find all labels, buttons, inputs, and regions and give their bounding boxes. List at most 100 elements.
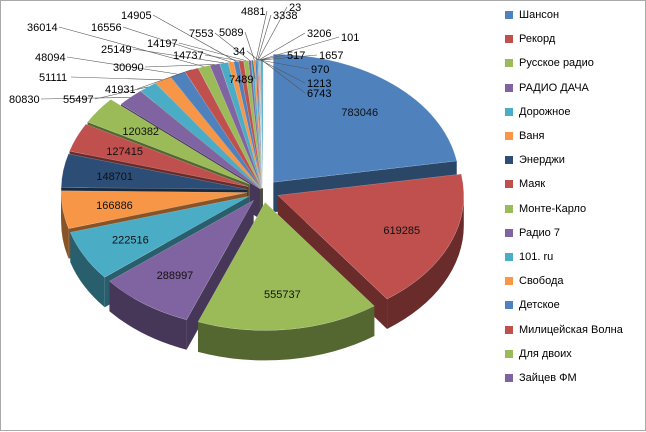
data-label: 101 — [341, 32, 359, 44]
pie-slice — [197, 202, 375, 331]
legend-entry: Дорожное — [505, 100, 645, 124]
data-label: 36014 — [27, 22, 58, 34]
data-label: 41931 — [105, 84, 136, 96]
leader-line — [259, 54, 318, 61]
data-label: 80830 — [9, 94, 40, 106]
legend-entry: Свобода — [505, 269, 645, 293]
data-label: 5089 — [219, 27, 243, 39]
legend-swatch — [505, 83, 513, 92]
leader-line — [257, 6, 288, 61]
legend-entry: Для двоих — [505, 342, 645, 366]
chart-legend: Шансон Рекорд Русское радио РАДИО ДАЧА Дорож… — [505, 3, 645, 390]
data-label: 166886 — [96, 200, 133, 212]
data-label: 222516 — [112, 234, 149, 246]
legend-entry: Милицейская Волна — [505, 317, 645, 341]
leader-line — [214, 32, 250, 61]
data-label: 783046 — [341, 107, 378, 119]
data-label: 1657 — [319, 50, 343, 62]
pie-slice — [238, 60, 263, 189]
pie-slice — [109, 199, 255, 321]
pie-slice — [197, 65, 262, 189]
data-label: 970 — [311, 64, 329, 76]
leader-line — [70, 76, 163, 81]
leader-line — [94, 86, 148, 100]
legend-label: Милицейская Волна — [519, 323, 623, 336]
pie-slice — [87, 99, 251, 185]
legend-entry: Энерджи — [505, 148, 645, 172]
legend-label: РАДИО ДАЧА — [519, 81, 589, 94]
pie-slice — [253, 59, 264, 189]
legend-label: Ваня — [519, 130, 545, 143]
data-label: 120382 — [122, 126, 159, 138]
legend-swatch — [505, 301, 513, 310]
leader-line — [258, 32, 306, 61]
legend-entry: Радио 7 — [505, 221, 645, 245]
pie-slice — [120, 90, 261, 190]
data-label: 127415 — [106, 146, 143, 158]
leader-line — [152, 14, 237, 62]
data-label: 14905 — [121, 10, 152, 22]
legend-label: Детское — [519, 299, 560, 312]
data-labels: 783046 619285 555737 288997 222516 166886 1487… — [9, 2, 420, 301]
leader-line — [246, 50, 259, 61]
legend-label: Зайцев ФМ — [519, 371, 577, 384]
data-label: 51111 — [39, 72, 67, 84]
leader-line — [260, 59, 306, 84]
legend-entry: Детское — [505, 293, 645, 317]
data-label: 55497 — [63, 94, 94, 106]
data-label: 555737 — [264, 289, 301, 301]
legend-swatch — [505, 349, 513, 358]
legend-swatch — [505, 107, 513, 116]
leader-line — [257, 14, 272, 61]
pie-slice — [219, 62, 263, 189]
legend-swatch — [505, 325, 513, 334]
data-label: 288997 — [157, 270, 194, 282]
pie-chart: 783046 619285 555737 288997 222516 166886 1487… — [9, 2, 465, 361]
legend-swatch — [505, 35, 513, 44]
data-label: 619285 — [383, 225, 420, 237]
leader-line — [259, 54, 286, 61]
data-label: 7553 — [189, 28, 213, 40]
slice-side — [198, 306, 375, 361]
legend-entry: Зайцев ФМ — [505, 366, 645, 390]
legend-label: Монте-Карло — [519, 202, 587, 215]
data-label: 25149 — [101, 44, 132, 56]
data-label: 16556 — [91, 22, 122, 34]
pie-slice — [209, 63, 263, 189]
slice-side — [70, 232, 105, 308]
leader-line — [40, 97, 131, 100]
legend-swatch — [505, 373, 513, 382]
data-label: 6743 — [307, 88, 331, 100]
pie-slice — [169, 71, 262, 189]
legend-swatch — [505, 59, 513, 68]
legend-entry: Маяк — [505, 172, 645, 196]
data-label: 7489 — [229, 74, 253, 86]
legend-swatch — [505, 204, 513, 213]
slice-side — [387, 195, 464, 329]
legend-entry: Монте-Карло — [505, 197, 645, 221]
pie-slice — [184, 67, 262, 189]
pie-slice — [60, 190, 248, 229]
data-label: 14737 — [173, 50, 204, 62]
data-label: 4881 — [241, 6, 265, 18]
pie-slice — [60, 153, 248, 190]
pie-slice — [69, 123, 249, 187]
pie-slice — [70, 196, 249, 278]
leader-line — [178, 42, 247, 61]
leader-line — [144, 64, 215, 68]
pie-slice — [227, 61, 263, 189]
data-label: 1213 — [307, 78, 331, 90]
legend-label: Радио 7 — [519, 226, 560, 239]
leader-lines — [40, 6, 340, 100]
legend-label: Маяк — [519, 178, 546, 191]
legend-label: Русское радио — [519, 57, 594, 70]
legend-swatch — [505, 132, 513, 141]
legend-entry: Русское радио — [505, 51, 645, 75]
legend-label: Рекорд — [519, 33, 556, 46]
legend-swatch — [505, 252, 513, 261]
legend-swatch — [505, 156, 513, 165]
legend-label: Для двоих — [519, 347, 572, 360]
legend-entry: РАДИО ДАЧА — [505, 76, 645, 100]
legend-swatch — [505, 228, 513, 237]
data-label: 148701 — [96, 171, 133, 183]
